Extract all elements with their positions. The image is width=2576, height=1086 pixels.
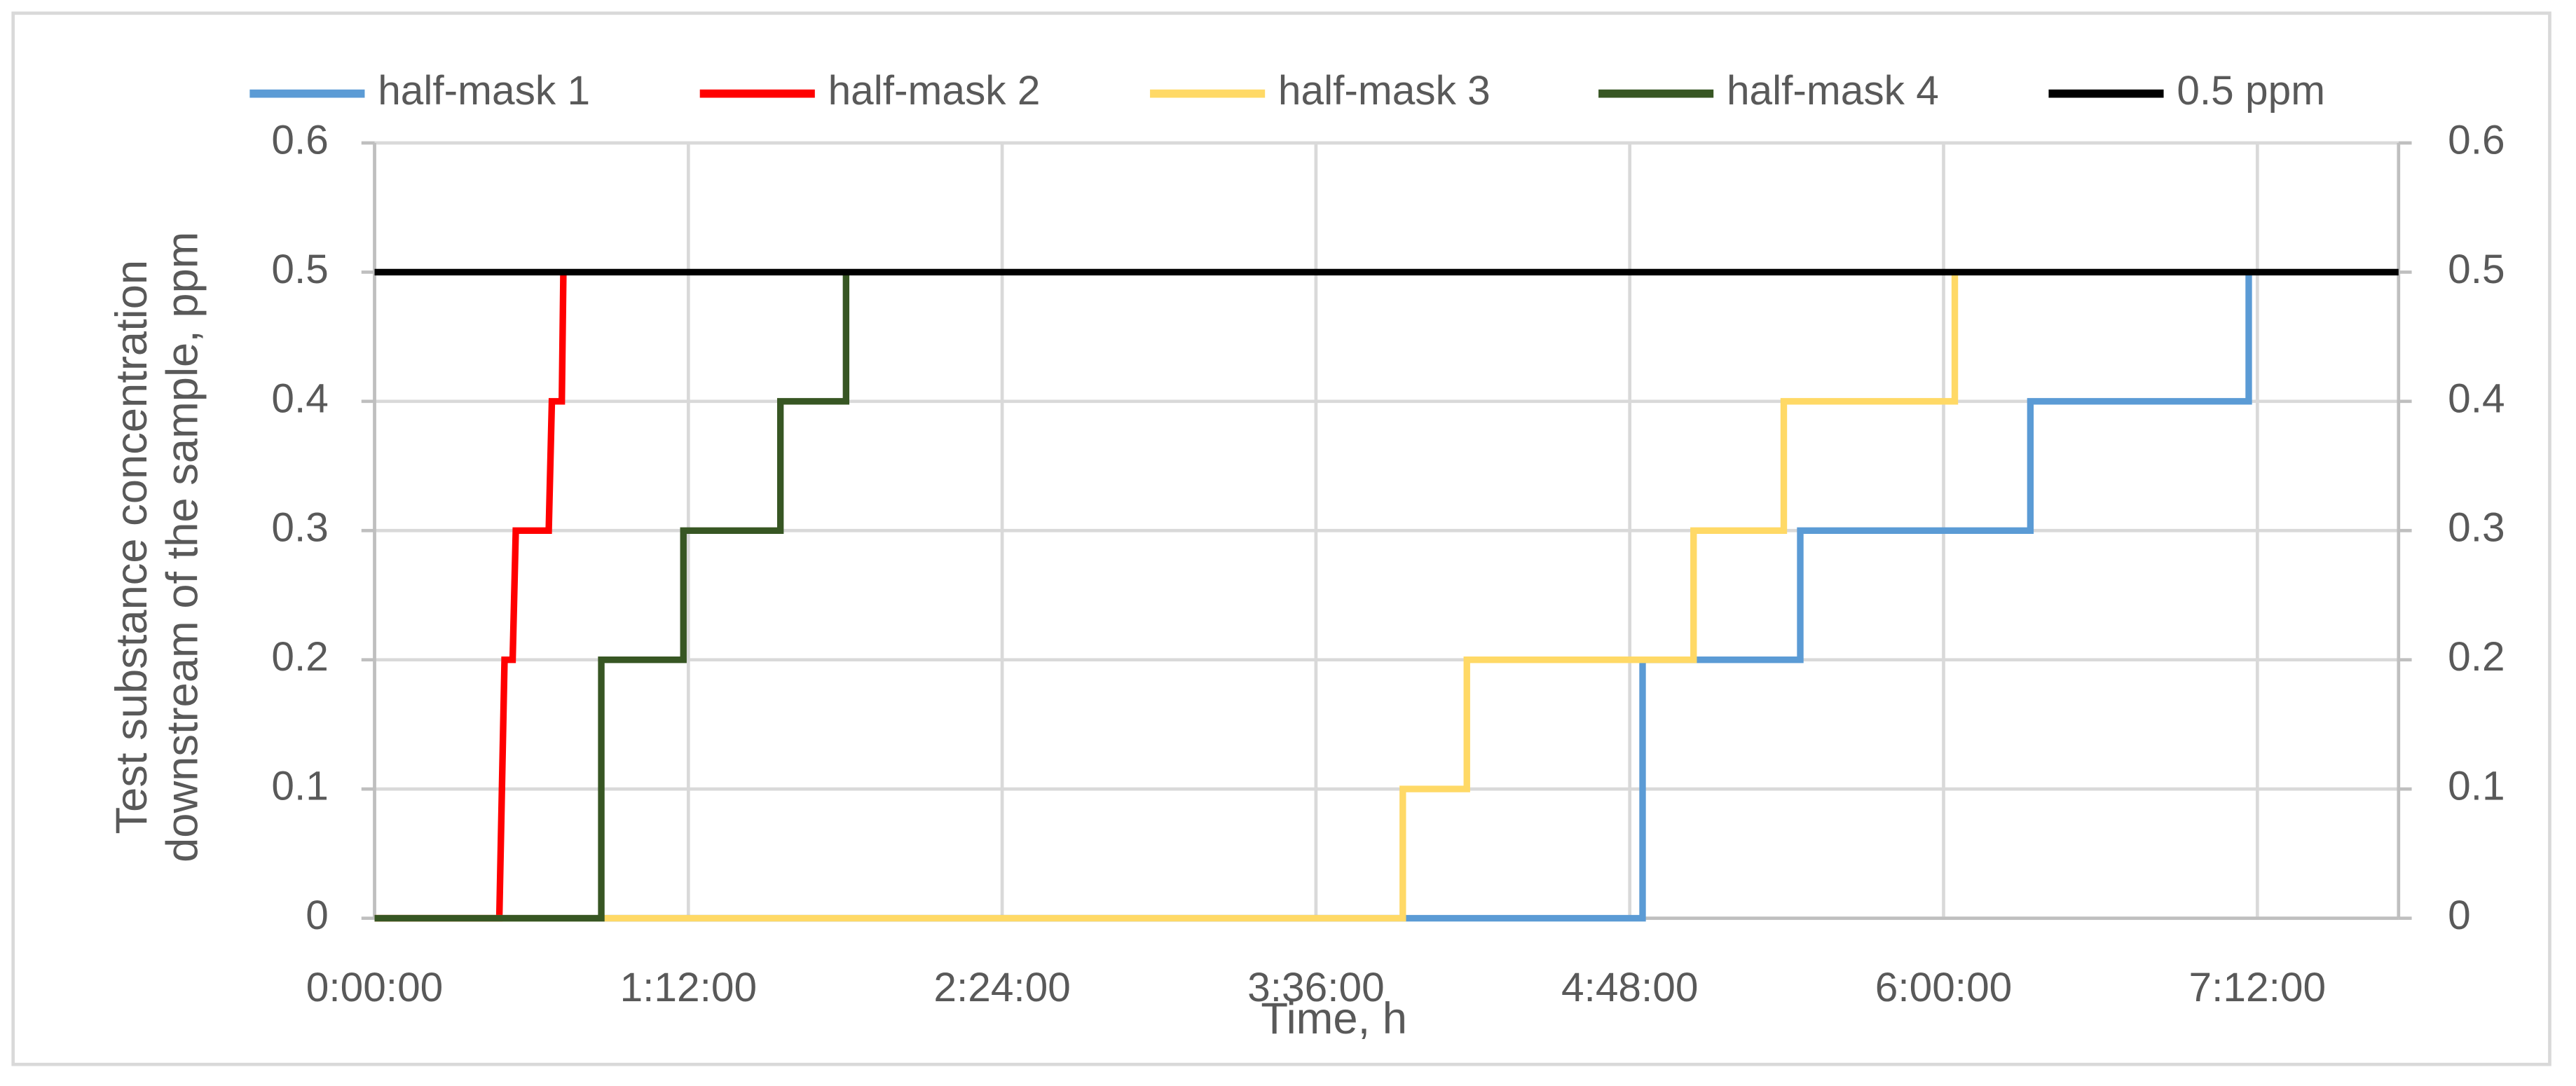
y2-tick-label: 0.1 (2448, 764, 2505, 809)
data-line (374, 272, 2252, 922)
y-tick-label: 0.2 (271, 634, 328, 680)
y-axis-label: downstream of the sample, ppm (158, 231, 207, 862)
y2-tick-label: 0.5 (2448, 247, 2505, 292)
y2-tick-label: 0.4 (2448, 376, 2505, 421)
data-line (374, 272, 567, 922)
x-tick-label: 0:00:00 (306, 965, 444, 1010)
x-tick-label: 3:36:00 (1247, 965, 1384, 1010)
y-tick-label: 0.6 (271, 117, 328, 163)
x-tick-label: 1:12:00 (620, 965, 758, 1010)
y2-tick-label: 0.3 (2448, 505, 2505, 551)
y-tick-label: 0.5 (271, 247, 328, 292)
data-line (374, 272, 850, 922)
chart-border (11, 11, 2551, 1066)
x-tick-label: 4:48:00 (1561, 965, 1699, 1010)
x-axis-label: Time, h (1261, 994, 1407, 1043)
y-tick-label: 0 (306, 893, 329, 938)
legend-label: half-mask 3 (1278, 68, 1491, 114)
y-tick-label: 0.4 (271, 376, 328, 421)
legend-label: half-mask 4 (1727, 68, 1939, 114)
legend-label: half-mask 2 (828, 68, 1041, 114)
y-tick-label: 0.1 (271, 764, 328, 809)
x-tick-label: 6:00:00 (1875, 965, 2013, 1010)
y-axis-label: Test substance concentration (107, 260, 156, 834)
x-tick-label: 7:12:00 (2189, 965, 2327, 1010)
legend-label: 0.5 ppm (2177, 68, 2325, 114)
data-line (374, 272, 1959, 922)
x-tick-label: 2:24:00 (933, 965, 1071, 1010)
y2-tick-label: 0.6 (2448, 117, 2505, 163)
y2-tick-label: 0.2 (2448, 634, 2505, 680)
y2-tick-label: 0 (2448, 893, 2471, 938)
y-tick-label: 0.3 (271, 505, 328, 551)
legend-label: half-mask 1 (378, 68, 590, 114)
